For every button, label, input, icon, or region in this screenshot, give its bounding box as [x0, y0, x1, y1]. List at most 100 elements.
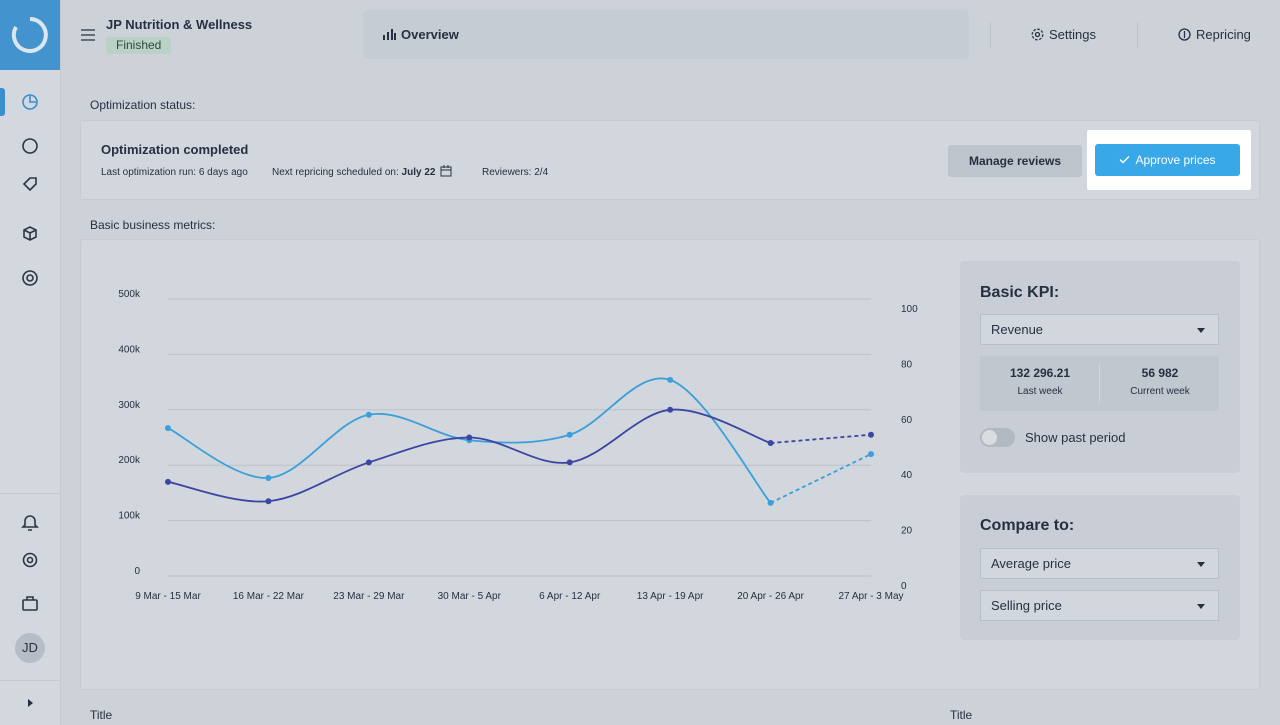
footer-title: Title — [90, 708, 113, 722]
data-point — [165, 478, 171, 485]
footer-title: Title — [950, 708, 973, 722]
last-run: Last optimization run: 6 days ago — [101, 167, 248, 178]
data-point — [667, 376, 674, 383]
divider — [0, 493, 60, 494]
divider — [990, 22, 991, 48]
settings-icon — [1031, 28, 1044, 41]
toggle[interactable] — [980, 428, 1015, 447]
stat-value: 56 982 — [1141, 366, 1179, 380]
menu-icon[interactable] — [81, 29, 95, 41]
data-point — [165, 425, 171, 432]
check-icon — [1119, 156, 1130, 164]
logo-icon — [11, 17, 48, 53]
data-point — [566, 459, 573, 466]
data-point — [365, 459, 372, 466]
y2-tick-label: 80 — [901, 359, 913, 370]
y-tick-label: 100k — [118, 511, 141, 522]
data-point — [868, 431, 874, 438]
repricing-icon — [1178, 28, 1191, 41]
compare-select[interactable]: Average price — [980, 548, 1219, 579]
series-line — [167, 408, 771, 503]
help[interactable] — [22, 552, 38, 568]
notifications[interactable] — [21, 515, 39, 531]
data-point — [466, 434, 473, 441]
nav-goals[interactable] — [22, 270, 38, 286]
section-heading: Optimization status: — [90, 98, 196, 112]
tab-repricing[interactable]: Repricing — [1196, 27, 1251, 42]
kpi-stats: 132 296.21 Last week 56 982 Current week — [980, 356, 1219, 411]
next-date: July 22 — [401, 167, 436, 178]
data-point — [365, 411, 372, 418]
y-tick-label: 400k — [118, 344, 141, 355]
chart: 0 100k 200k 300k 400k 500k 0 20 40 60 80 100 9 Mar -… — [118, 289, 918, 602]
tab-settings[interactable]: Settings — [1049, 27, 1096, 42]
series-line — [770, 453, 872, 504]
optimization-title: Optimization completed — [101, 142, 249, 157]
next-repricing: Next repricing scheduled on: July 22 — [272, 167, 435, 178]
nav-dashboard[interactable] — [22, 94, 38, 110]
calendar-icon[interactable] — [440, 165, 452, 177]
divider — [1099, 364, 1100, 403]
x-tick-label: 9 Mar - 15 Mar — [135, 591, 201, 602]
section-heading: Basic business metrics: — [90, 218, 216, 232]
y2-tick-label: 60 — [901, 415, 913, 426]
data-point — [265, 498, 272, 505]
data-point — [767, 440, 774, 447]
divider — [1137, 22, 1138, 48]
x-tick-label: 6 Apr - 12 Apr — [539, 591, 601, 602]
kpi-panel: Basic KPI: 132 296.21 Last week 56 982 C… — [960, 261, 1240, 473]
data-point — [667, 406, 674, 413]
stat-label: Current week — [1130, 386, 1190, 397]
approve-label: Approve prices — [1135, 153, 1216, 167]
x-tick-label: 13 Apr - 19 Apr — [637, 591, 704, 602]
toggle-knob — [982, 430, 997, 445]
manage-reviews-button[interactable]: Manage reviews — [948, 145, 1082, 177]
y2-tick-label: 40 — [901, 470, 913, 481]
briefcase[interactable] — [22, 599, 38, 611]
toggle-label: Show past period — [1025, 430, 1126, 445]
x-tick-label: 23 Mar - 29 Mar — [333, 591, 405, 602]
logo[interactable] — [0, 0, 60, 70]
x-tick-label: 20 Apr - 26 Apr — [737, 591, 804, 602]
tab-icon — [383, 29, 396, 40]
nav-icons — [22, 94, 38, 286]
y-tick-label: 200k — [118, 455, 141, 466]
nav-pricing[interactable] — [22, 138, 38, 154]
expand-toggle[interactable] — [28, 699, 37, 707]
compare-select[interactable]: Selling price — [980, 590, 1219, 621]
series-line — [770, 433, 872, 444]
sidebar: JD — [0, 0, 61, 725]
y-tick-label: 0 — [134, 566, 140, 577]
next-label: Next repricing scheduled on: — [272, 167, 399, 178]
y-tick-label: 500k — [118, 289, 141, 300]
tab-active[interactable]: Overview — [363, 10, 969, 59]
y-tick-label: 300k — [118, 400, 141, 411]
x-tick-label: 30 Mar - 5 Apr — [438, 591, 502, 602]
y2-tick-label: 20 — [901, 526, 913, 537]
data-point — [767, 499, 774, 506]
store-title: JP Nutrition & Wellness — [106, 17, 253, 32]
kpi-title: Basic KPI: — [980, 284, 1060, 301]
tab-label: Overview — [401, 27, 459, 42]
nav-products[interactable] — [23, 226, 37, 241]
nav-tags[interactable] — [22, 177, 37, 192]
avatar[interactable]: JD — [15, 633, 45, 663]
y2-tick-label: 0 — [901, 581, 907, 592]
data-point — [265, 474, 272, 481]
data-point — [868, 451, 874, 458]
active-indicator — [0, 88, 5, 116]
approve-prices-button[interactable]: Approve prices — [1095, 144, 1240, 176]
x-tick-label: 16 Mar - 22 Mar — [233, 591, 305, 602]
stat-label: Last week — [1017, 386, 1063, 397]
optimization-card: Optimization completed Last optimization… — [80, 120, 1260, 200]
kpi-select[interactable]: Revenue — [980, 314, 1219, 345]
stat-value: 132 296.21 — [1009, 366, 1071, 380]
reviewers: Reviewers: 2/4 — [482, 167, 549, 178]
bottom-icons — [21, 515, 39, 611]
data-point — [566, 431, 573, 438]
status-badge: Finished — [106, 37, 172, 54]
divider — [0, 680, 60, 681]
x-tick-label: 27 Apr - 3 May — [838, 591, 903, 602]
y2-tick-label: 100 — [901, 304, 918, 315]
